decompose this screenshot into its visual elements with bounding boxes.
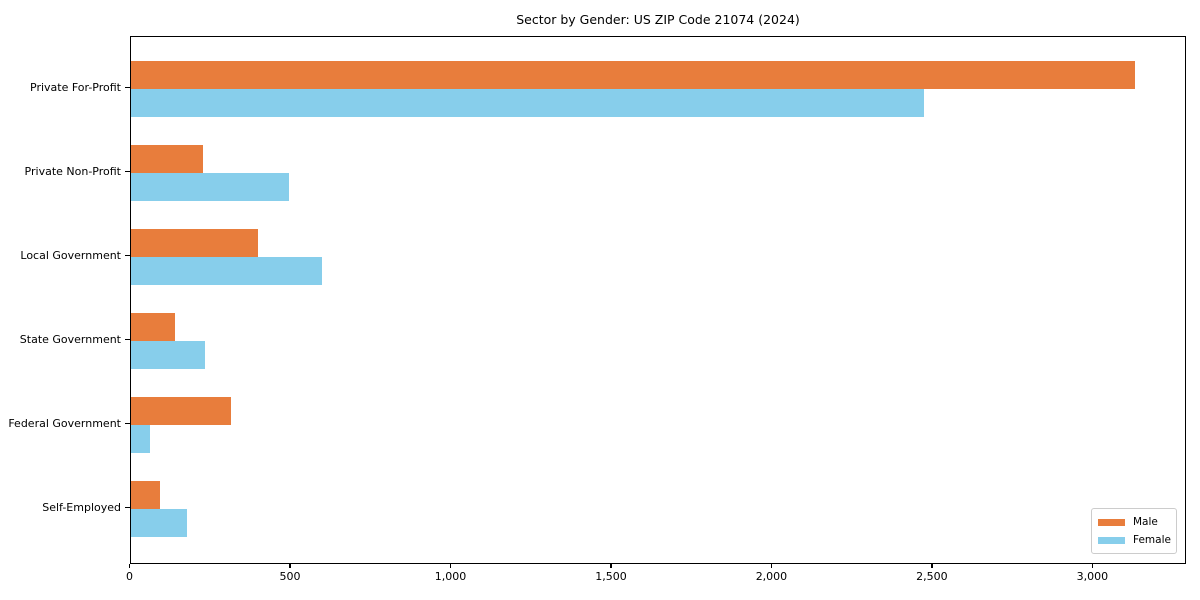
bar-male-self-employed bbox=[130, 480, 160, 509]
male-color-swatch bbox=[1098, 519, 1125, 526]
y-axis-tick-mark bbox=[125, 338, 130, 341]
bar-male-private-for-profit bbox=[130, 60, 1136, 89]
legend-label-male: Male bbox=[1133, 516, 1158, 528]
y-axis-tick-label: Local Government bbox=[20, 248, 121, 262]
bar-female-self-employed bbox=[130, 508, 188, 537]
x-axis-tick-label: 500 bbox=[279, 570, 301, 583]
x-axis-tick-label: 1,500 bbox=[595, 570, 627, 583]
legend-label-female: Female bbox=[1133, 534, 1171, 546]
legend-item-female: Female bbox=[1098, 533, 1171, 548]
x-axis-tick-mark bbox=[1091, 563, 1093, 568]
x-axis-tick-label: 1,000 bbox=[434, 570, 467, 583]
y-axis-tick-label: Private For-Profit bbox=[30, 80, 121, 94]
y-axis-tick-mark bbox=[125, 506, 130, 509]
x-axis-tick-label: 0 bbox=[126, 570, 133, 583]
y-axis-tick-label: State Government bbox=[19, 332, 121, 346]
y-axis-tick-label: Federal Government bbox=[8, 416, 121, 430]
bar-male-local-government bbox=[130, 228, 258, 257]
x-axis-tick-mark bbox=[449, 563, 452, 568]
bar-female-private-for-profit bbox=[130, 88, 925, 117]
bar-male-federal-government bbox=[130, 396, 232, 425]
bar-male-private-non-profit bbox=[130, 144, 204, 173]
y-axis-tick-label: Self-Employed bbox=[42, 500, 121, 514]
bar-female-local-government bbox=[130, 256, 323, 285]
chart-title: Sector by Gender: US ZIP Code 21074 (202… bbox=[516, 12, 800, 27]
bar-female-federal-government bbox=[130, 424, 151, 453]
bar-female-private-non-profit bbox=[130, 172, 290, 201]
y-axis-tick-mark bbox=[125, 422, 130, 425]
bar-female-state-government bbox=[130, 340, 206, 369]
y-axis-tick-mark bbox=[125, 254, 130, 257]
x-axis-tick-mark bbox=[770, 563, 773, 568]
bar-male-state-government bbox=[130, 312, 175, 341]
female-color-swatch bbox=[1098, 537, 1125, 544]
y-axis-tick-mark bbox=[125, 170, 130, 173]
x-axis-tick-mark bbox=[289, 563, 291, 568]
y-axis-tick-label: Private Non-Profit bbox=[24, 164, 121, 178]
x-axis-tick-label: 2,500 bbox=[916, 570, 948, 583]
x-axis-tick-mark bbox=[931, 563, 933, 568]
x-axis-tick-mark bbox=[610, 563, 612, 568]
legend: Male Female bbox=[1091, 508, 1177, 554]
legend-item-male: Male bbox=[1098, 515, 1171, 530]
plot-area bbox=[129, 35, 1186, 564]
x-axis-tick-mark bbox=[128, 563, 131, 568]
y-axis-tick-mark bbox=[125, 86, 130, 89]
x-axis-tick-label: 2,000 bbox=[755, 570, 788, 583]
x-axis-tick-label: 3,000 bbox=[1076, 570, 1109, 583]
